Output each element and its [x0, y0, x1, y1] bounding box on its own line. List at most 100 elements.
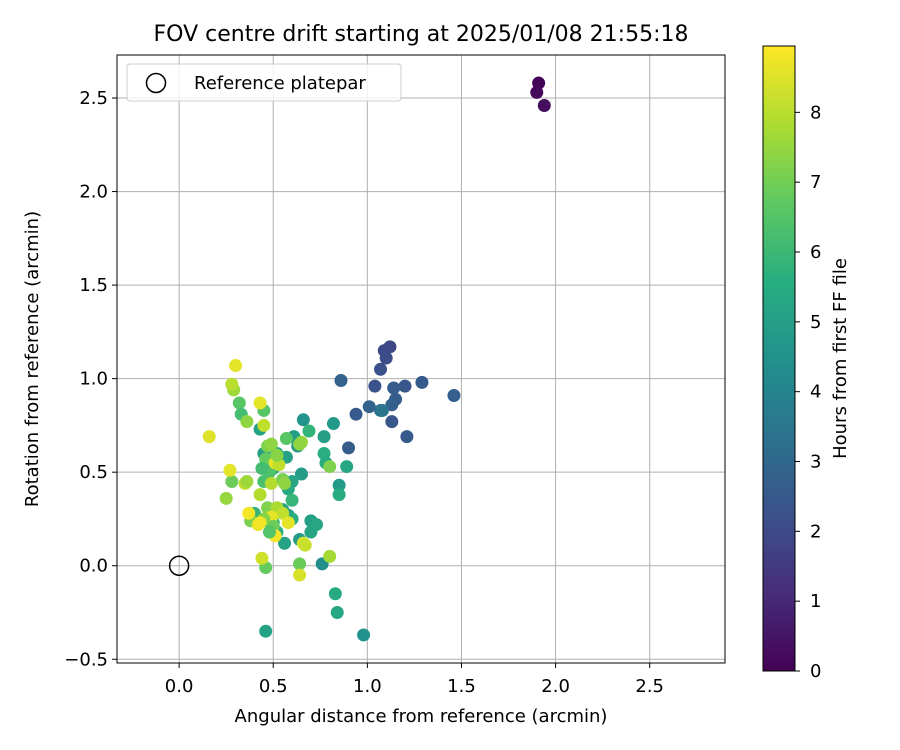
scatter-point	[385, 415, 399, 429]
x-tick-label: 2.0	[541, 676, 570, 697]
scatter-point	[232, 396, 246, 410]
scatter-point	[357, 628, 371, 642]
scatter-point	[400, 430, 414, 444]
scatter-point	[296, 413, 310, 427]
scatter-point	[202, 430, 216, 444]
scatter-point	[259, 624, 273, 638]
scatter-point	[240, 415, 254, 429]
scatter-point	[385, 398, 399, 412]
scatter-point	[332, 488, 346, 502]
scatter-point	[298, 538, 312, 552]
scatter-point	[219, 491, 233, 505]
scatter-point	[342, 441, 356, 455]
scatter-point	[223, 463, 237, 477]
scatter-point	[375, 403, 389, 417]
colorbar	[762, 45, 796, 672]
scatter-point	[229, 359, 243, 373]
x-axis: 0.0 0.5 1.0 1.5 2.0 2.5	[165, 663, 664, 697]
scatter-point	[278, 536, 292, 550]
y-tick-label: 2.5	[79, 88, 108, 109]
scatter-point	[368, 379, 382, 393]
colorbar-ticks: 0 1 2 3 4 5 6 7 8	[795, 102, 821, 682]
scatter-point	[262, 525, 276, 539]
colorbar-tick-label: 2	[810, 521, 821, 542]
colorbar-tick-label: 5	[810, 312, 821, 333]
scatter-point	[530, 85, 544, 99]
legend: Reference platepar	[126, 63, 402, 102]
scatter-point	[323, 549, 337, 563]
scatter-point	[362, 400, 376, 414]
scatter-point	[257, 418, 271, 432]
y-tick-label: 0.0	[79, 556, 108, 577]
legend-marker-open-circle-icon	[145, 72, 167, 94]
scatter-point	[279, 432, 293, 446]
scatter-point	[330, 605, 344, 619]
scatter-point	[225, 475, 239, 489]
scatter-point	[253, 516, 267, 530]
scatter-point	[304, 525, 318, 539]
scatter-point	[285, 493, 299, 507]
y-tick-label: −0.5	[64, 649, 108, 670]
x-tick-label: 0.0	[165, 676, 194, 697]
legend-box	[126, 63, 402, 102]
scatter-point	[293, 557, 307, 571]
x-axis-label: Angular distance from reference (arcmin)	[235, 706, 608, 727]
scatter-point	[240, 475, 254, 489]
colorbar-tick-label: 1	[810, 591, 821, 612]
scatter-point	[387, 381, 401, 395]
scatter-point	[317, 430, 331, 444]
colorbar-tick-label: 0	[810, 661, 821, 682]
x-tick-label: 0.5	[259, 676, 288, 697]
scatter-point	[293, 437, 307, 451]
scatter-point	[264, 476, 278, 490]
x-tick-label: 2.5	[635, 676, 664, 697]
scatter-point	[253, 396, 267, 410]
reference-marker-layer	[168, 555, 190, 576]
legend-label: Reference platepar	[194, 73, 366, 94]
x-tick-label: 1.5	[447, 676, 476, 697]
chart-title: FOV centre drift starting at 2025/01/08 …	[154, 22, 689, 47]
colorbar-tick-label: 7	[810, 172, 821, 193]
colorbar-label: Hours from first FF file	[830, 258, 851, 459]
scatter-point	[276, 506, 290, 520]
colorbar-tick-label: 6	[810, 242, 821, 263]
scatter-point	[447, 388, 461, 402]
scatter-point	[242, 506, 256, 520]
scatter-point	[293, 568, 307, 582]
scatter-point	[415, 375, 429, 389]
scatter-point	[323, 460, 337, 474]
scatter-point	[225, 377, 239, 391]
y-tick-label: 2.0	[79, 182, 108, 203]
plot-frame	[116, 54, 726, 664]
scatter-point	[302, 424, 316, 438]
scatter-point	[332, 478, 346, 492]
y-tick-label: 1.5	[79, 275, 108, 296]
scatter-point	[326, 417, 340, 431]
scatter-point	[294, 467, 308, 481]
scatter-point	[255, 461, 269, 475]
y-axis: −0.5 0.0 0.5 1.0 1.5 2.0 2.5	[64, 88, 117, 670]
y-tick-label: 1.0	[79, 369, 108, 390]
scatter-point	[398, 379, 412, 393]
colorbar-tick-label: 4	[810, 382, 821, 403]
scatter-point	[374, 362, 388, 376]
y-axis-label: Rotation from reference (arcmin)	[22, 211, 43, 507]
scatter-point	[253, 488, 267, 502]
colorbar-tick-label: 3	[810, 452, 821, 473]
scatter-point	[281, 516, 295, 530]
scatter-point	[334, 374, 348, 388]
scatter-point	[264, 437, 278, 451]
scatter-point	[537, 99, 551, 113]
scatter-point	[379, 351, 393, 365]
scatter-points	[202, 76, 551, 642]
scatter-point	[270, 448, 284, 462]
scatter-point	[278, 476, 292, 490]
scatter-point	[255, 551, 269, 565]
y-tick-label: 0.5	[79, 462, 108, 483]
scatter-point	[349, 407, 363, 421]
colorbar-tick-label: 8	[810, 102, 821, 123]
scatter-point	[340, 460, 354, 474]
reference-platepar-marker	[168, 555, 190, 576]
